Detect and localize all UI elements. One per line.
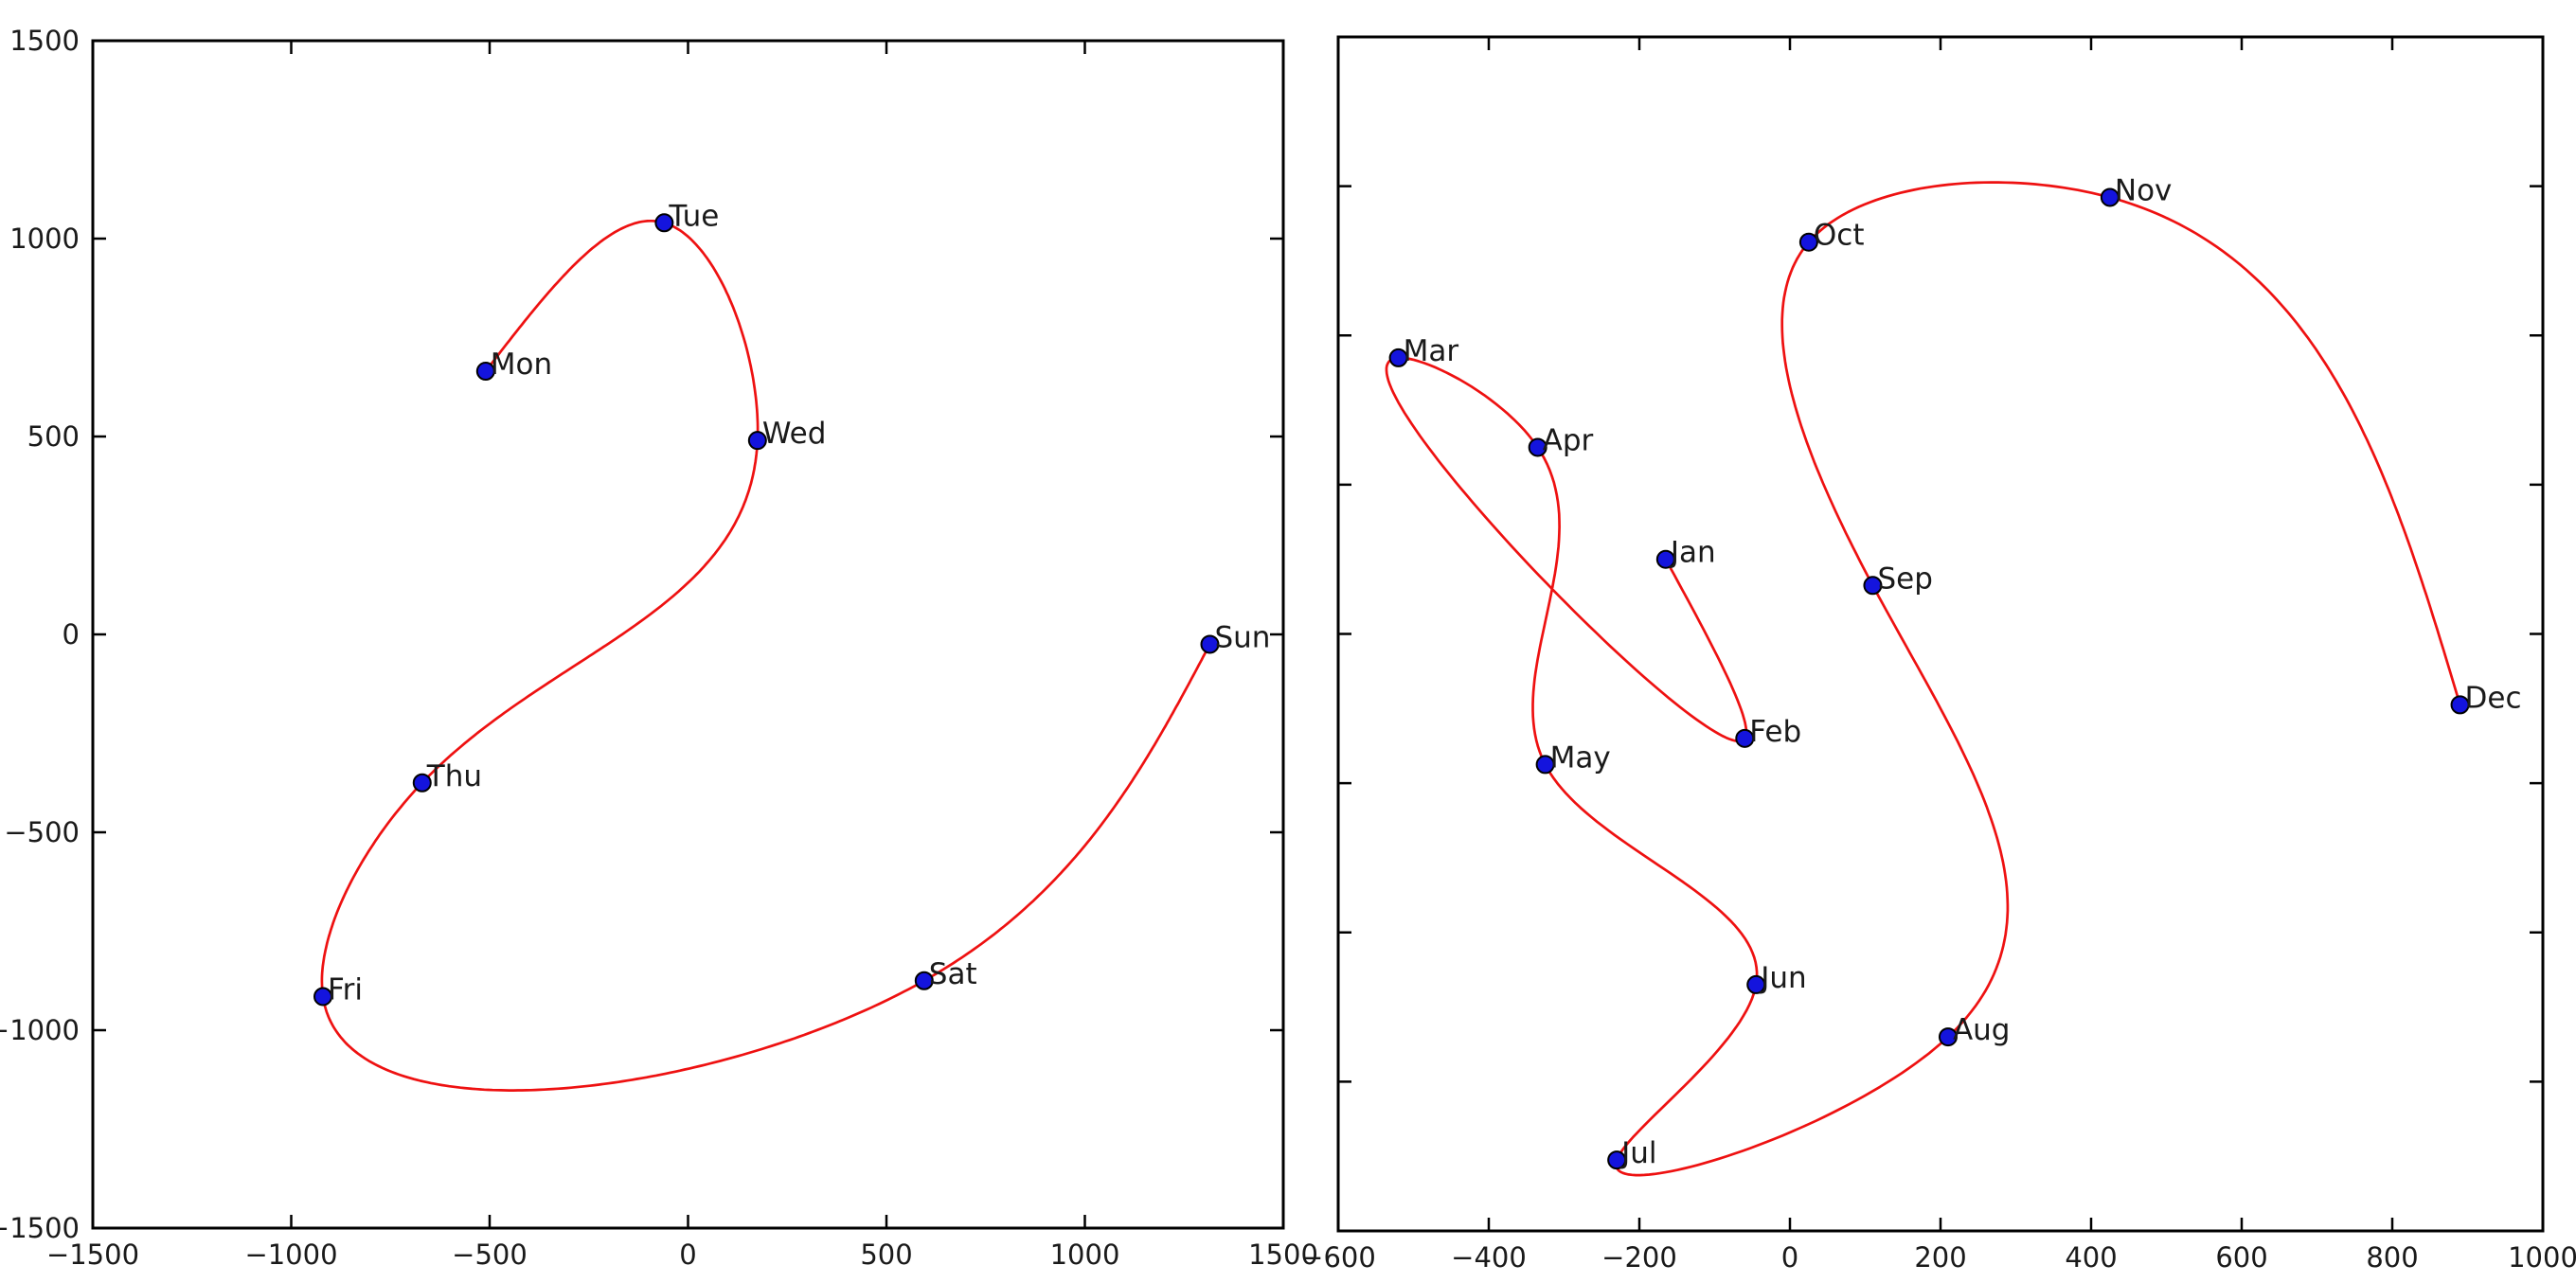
point-label-thu: Thu [426, 759, 482, 793]
point-label-mar: Mar [1404, 334, 1459, 368]
data-point-aug [1938, 1027, 1958, 1047]
point-label-oct: Oct [1814, 219, 1865, 253]
data-point-wed [747, 431, 767, 451]
x-tick-label: −1000 [244, 1238, 337, 1271]
y-tick-label: −500 [4, 816, 80, 848]
weekdays-spline-curve [320, 219, 1211, 1092]
x-tick-label: 1000 [1050, 1238, 1120, 1271]
x-tick-label: 200 [1914, 1241, 1966, 1274]
data-point-mar [1388, 347, 1408, 367]
y-tick-label: −1000 [0, 1014, 80, 1046]
point-label-dec: Dec [2465, 681, 2522, 715]
point-label-may: May [1550, 740, 1611, 775]
point-label-sep: Sep [1877, 561, 1932, 596]
point-label-wed: Wed [762, 417, 827, 451]
data-point-sun [1200, 634, 1220, 654]
y-tick-label: 1000 [9, 223, 80, 255]
point-label-nov: Nov [2115, 173, 2173, 207]
data-point-apr [1528, 437, 1547, 457]
data-point-jul [1607, 1150, 1627, 1170]
x-tick-label: 500 [860, 1238, 912, 1271]
data-point-dec [2450, 695, 2470, 715]
data-point-mon [475, 362, 495, 382]
x-tick-label: −400 [1451, 1241, 1527, 1274]
data-point-tue [654, 213, 674, 233]
data-point-sat [914, 971, 934, 990]
x-tick-label: −500 [452, 1238, 528, 1271]
point-label-apr: Apr [1543, 423, 1594, 457]
y-tick-label: −1500 [0, 1212, 80, 1244]
point-label-tue: Tue [668, 199, 719, 233]
point-label-fri: Fri [328, 972, 363, 1007]
y-tick-label: 0 [63, 618, 80, 650]
data-point-jun [1746, 974, 1766, 994]
x-tick-label: 0 [679, 1238, 696, 1271]
months-plot: −600 −400 −200 0 200 400 600 800 1000 Jan Feb Mar Ap… [1300, 35, 2576, 1274]
point-label-jan: Jan [1669, 536, 1716, 570]
x-tick-label: 800 [2366, 1241, 2418, 1274]
point-label-sat: Sat [929, 957, 977, 991]
weekdays-plot: −1500 −1000 −500 0 500 1000 1500 −1500 −1000 −500… [0, 25, 1318, 1271]
data-point-jan [1655, 549, 1675, 569]
x-tick-label: 1500 [1248, 1238, 1318, 1271]
point-label-aug: Aug [1953, 1013, 2011, 1047]
axes-box [1336, 35, 2545, 1233]
data-point-thu [412, 773, 432, 793]
x-tick-label: 400 [2065, 1241, 2117, 1274]
x-tick-label: −600 [1300, 1241, 1376, 1274]
x-tick-label: −1500 [46, 1238, 139, 1271]
x-tick-label: 600 [2215, 1241, 2267, 1274]
y-tick-label: 500 [27, 420, 80, 453]
y-tick-label: 1500 [9, 25, 80, 57]
x-tick-label: 0 [1781, 1241, 1798, 1274]
point-label-jun: Jun [1759, 961, 1806, 995]
data-point-oct [1798, 232, 1818, 252]
point-label-sun: Sun [1214, 620, 1270, 654]
x-tick-label: 1000 [2508, 1241, 2576, 1274]
data-point-may [1535, 755, 1555, 775]
point-label-jul: Jul [1619, 1136, 1656, 1170]
data-point-nov [2100, 187, 2120, 207]
point-label-feb: Feb [1749, 715, 1801, 749]
months-spline-curve [1385, 181, 2461, 1177]
data-point-fri [313, 987, 333, 1007]
data-point-feb [1735, 728, 1755, 748]
point-label-mon: Mon [491, 347, 552, 382]
data-point-sep [1863, 576, 1883, 596]
x-tick-label: −200 [1601, 1241, 1677, 1274]
